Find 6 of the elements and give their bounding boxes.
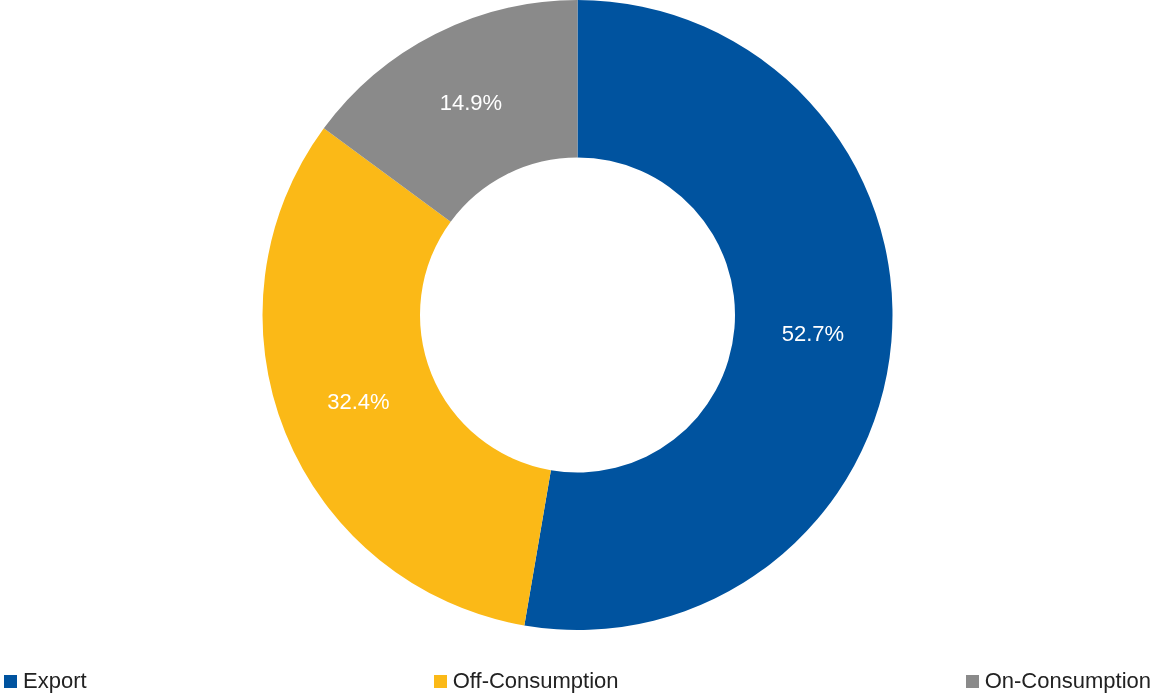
data-label: 32.4% <box>327 389 390 415</box>
legend-label: Export <box>23 668 87 694</box>
legend-label: On-Consumption <box>984 668 1151 694</box>
data-label: 52.7% <box>781 321 845 347</box>
data-label: 14.9% <box>439 90 503 116</box>
legend-label: Off-Consumption <box>452 668 619 694</box>
